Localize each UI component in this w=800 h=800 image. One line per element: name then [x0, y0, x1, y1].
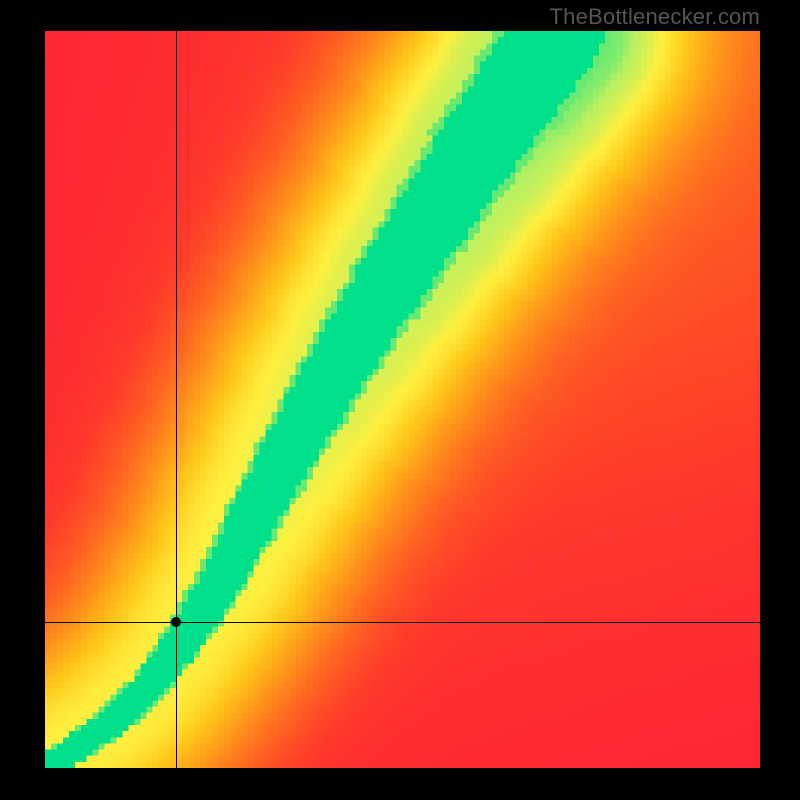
- watermark-text: TheBottlenecker.com: [550, 4, 760, 30]
- crosshair-vertical: [176, 31, 177, 768]
- chart-container: TheBottlenecker.com: [0, 0, 800, 800]
- crosshair-horizontal: [45, 622, 760, 623]
- marker-dot: [171, 617, 181, 627]
- heatmap-canvas: [45, 31, 760, 768]
